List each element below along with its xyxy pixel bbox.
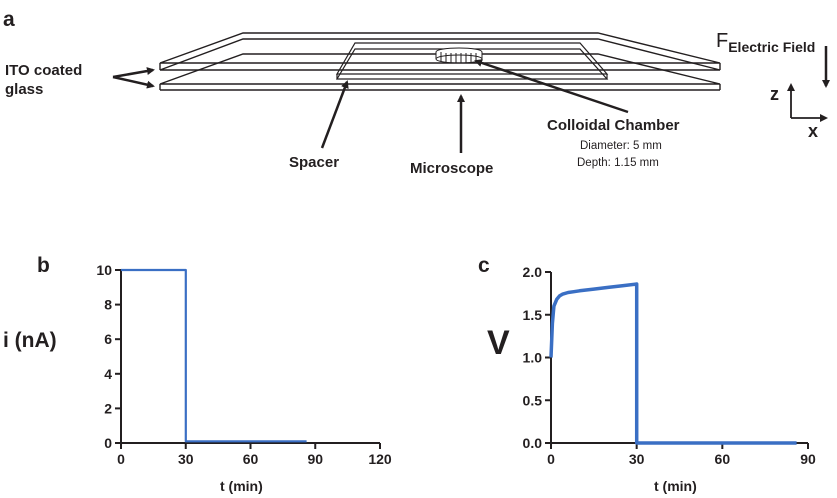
x-tick-label: 120 [368, 451, 392, 467]
ito-arrow-top [112, 67, 155, 79]
y-tick-label: 0.5 [523, 392, 543, 408]
chamber-label: Colloidal Chamber [547, 117, 680, 134]
top-glass-plate [159, 32, 721, 71]
y-tick-label: 10 [96, 262, 112, 278]
x-axis-label: x [808, 121, 819, 141]
x-tick-label: 0 [117, 451, 125, 467]
panel-c-letter: c [478, 254, 490, 277]
z-axis-label: z [770, 84, 779, 104]
chart-b-xlabel: t (min) [220, 478, 263, 494]
y-tick-label: 2 [104, 400, 112, 416]
chamber-diameter: Diameter: 5 mm [580, 140, 662, 152]
panel-b-letter: b [37, 254, 50, 277]
chamber-depth: Depth: 1.15 mm [577, 157, 659, 169]
series-line [121, 268, 307, 443]
y-tick-label: 2.0 [523, 264, 543, 280]
series-line [549, 282, 797, 445]
x-tick-label: 90 [800, 451, 816, 467]
y-tick-label: 0.0 [523, 435, 543, 451]
x-tick-label: 30 [629, 451, 645, 467]
chart-c-xlabel: t (min) [654, 478, 697, 494]
microscope-label: Microscope [410, 160, 494, 177]
panel-a-letter: a [3, 8, 15, 31]
x-tick-label: 30 [178, 451, 194, 467]
force-subscript: Electric Field [728, 39, 816, 55]
y-tick-label: 8 [104, 297, 112, 313]
ito-label-line2: glass [5, 81, 44, 98]
chart-c-ylabel: V [487, 324, 510, 362]
force-symbol: F [716, 30, 729, 52]
ito-arrow-bottom [112, 75, 155, 89]
y-tick-label: 4 [104, 366, 112, 382]
force-label: FElectric Field [716, 30, 816, 55]
x-tick-label: 0 [547, 451, 555, 467]
x-tick-label: 60 [715, 451, 731, 467]
y-tick-label: 6 [104, 331, 112, 347]
spacer-label: Spacer [289, 154, 340, 171]
y-tick-label: 0 [104, 435, 112, 451]
y-tick-label: 1.5 [523, 307, 543, 323]
spacer-frame [335, 42, 609, 80]
y-tick-label: 1.0 [523, 350, 543, 366]
colloidal-chamber-cylinder [435, 47, 483, 64]
spacer-arrow [320, 80, 349, 149]
ito-label-line1: ITO coated [5, 62, 83, 79]
x-tick-label: 60 [243, 451, 259, 467]
chamber-arrow [474, 59, 629, 114]
x-tick-label: 90 [307, 451, 323, 467]
chart-b-ylabel: i (nA) [3, 329, 57, 352]
